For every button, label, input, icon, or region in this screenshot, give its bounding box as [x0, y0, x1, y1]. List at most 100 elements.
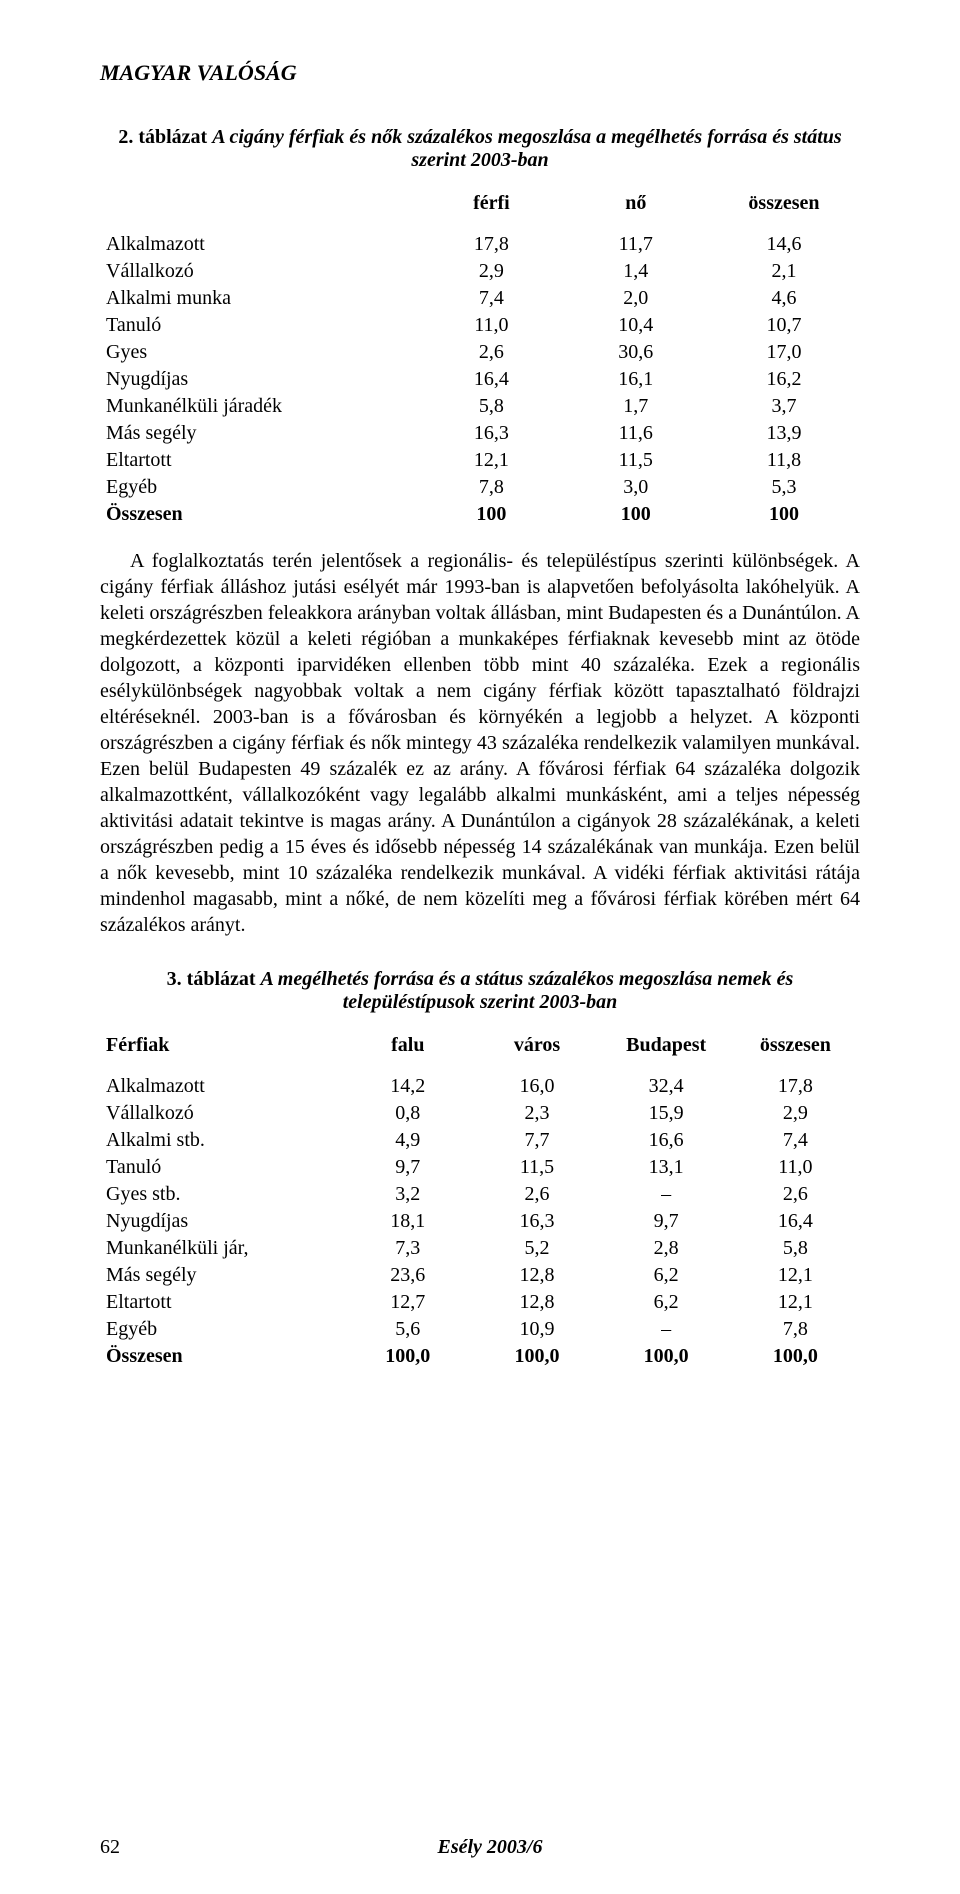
running-head: MAGYAR VALÓSÁG: [100, 60, 860, 86]
row-value: 13,1: [602, 1154, 731, 1181]
table1-head: férfi nő összesen: [100, 190, 860, 231]
total-value: 100,0: [472, 1343, 601, 1370]
table2-col-varos: város: [472, 1032, 601, 1073]
row-label: Egyéb: [100, 474, 419, 501]
row-label: Vállalkozó: [100, 1100, 343, 1127]
journal-ref: Esély 2003/6: [100, 1836, 860, 1859]
row-label: Nyugdíjas: [100, 366, 419, 393]
row-label: Eltartott: [100, 1289, 343, 1316]
row-value: 2,6: [419, 339, 563, 366]
total-value: 100,0: [731, 1343, 860, 1370]
row-value: 16,6: [602, 1127, 731, 1154]
row-value: 18,1: [343, 1208, 472, 1235]
row-value: 13,9: [708, 420, 860, 447]
row-value: 6,2: [602, 1262, 731, 1289]
row-value: 4,9: [343, 1127, 472, 1154]
row-value: 9,7: [602, 1208, 731, 1235]
table-row: Vállalkozó0,82,315,92,9: [100, 1100, 860, 1127]
table-row: Tanuló11,010,410,7: [100, 312, 860, 339]
row-value: 11,5: [564, 447, 708, 474]
row-value: 32,4: [602, 1073, 731, 1100]
row-value: 2,1: [708, 258, 860, 285]
row-value: 12,8: [472, 1262, 601, 1289]
row-value: 5,8: [731, 1235, 860, 1262]
table1-body: Alkalmazott17,811,714,6Vállalkozó2,91,42…: [100, 231, 860, 528]
table-row: Gyes stb.3,22,6–2,6: [100, 1181, 860, 1208]
row-value: 11,6: [564, 420, 708, 447]
row-label: Gyes: [100, 339, 419, 366]
row-label: Alkalmi munka: [100, 285, 419, 312]
table2-col-osszes: összesen: [731, 1032, 860, 1073]
table1-caption-title: A cigány férfiak és nők százalékos megos…: [212, 126, 841, 171]
table-row: Nyugdíjas18,116,39,716,4: [100, 1208, 860, 1235]
row-value: 16,3: [419, 420, 563, 447]
table-row: Munkanélküli járadék5,81,73,7: [100, 393, 860, 420]
row-value: 14,6: [708, 231, 860, 258]
table2-col-falu: falu: [343, 1032, 472, 1073]
table-row: Eltartott12,111,511,8: [100, 447, 860, 474]
row-value: 11,8: [708, 447, 860, 474]
table-row: Vállalkozó2,91,42,1: [100, 258, 860, 285]
table-row: Alkalmi munka7,42,04,6: [100, 285, 860, 312]
row-value: 6,2: [602, 1289, 731, 1316]
table2: Férfiak falu város Budapest összesen Alk…: [100, 1032, 860, 1370]
row-value: 7,4: [731, 1127, 860, 1154]
row-value: 12,1: [731, 1262, 860, 1289]
table2-body: Alkalmazott14,216,032,417,8Vállalkozó0,8…: [100, 1073, 860, 1370]
row-label: Más segély: [100, 420, 419, 447]
row-value: 16,2: [708, 366, 860, 393]
table-row: Más segély23,612,86,212,1: [100, 1262, 860, 1289]
total-value: 100: [564, 501, 708, 528]
row-value: 5,8: [419, 393, 563, 420]
row-value: 12,8: [472, 1289, 601, 1316]
row-value: 30,6: [564, 339, 708, 366]
row-value: 12,1: [419, 447, 563, 474]
row-value: 2,3: [472, 1100, 601, 1127]
row-value: 10,9: [472, 1316, 601, 1343]
table1-col-label: [100, 190, 419, 231]
row-value: 4,6: [708, 285, 860, 312]
table2-col-label: Férfiak: [100, 1032, 343, 1073]
table-row: Egyéb7,83,05,3: [100, 474, 860, 501]
row-label: Munkanélküli járadék: [100, 393, 419, 420]
row-value: 16,3: [472, 1208, 601, 1235]
table-row: Eltartott12,712,86,212,1: [100, 1289, 860, 1316]
row-label: Nyugdíjas: [100, 1208, 343, 1235]
row-value: 3,7: [708, 393, 860, 420]
total-value: 100: [419, 501, 563, 528]
total-value: 100,0: [343, 1343, 472, 1370]
row-value: 7,7: [472, 1127, 601, 1154]
table-total-row: Összesen100100100: [100, 501, 860, 528]
body-paragraph: A foglalkoztatás terén jelentősek a regi…: [100, 548, 860, 938]
total-label: Összesen: [100, 501, 419, 528]
total-value: 100,0: [602, 1343, 731, 1370]
row-value: 2,0: [564, 285, 708, 312]
table2-col-budapest: Budapest: [602, 1032, 731, 1073]
table1-col-ferfi: férfi: [419, 190, 563, 231]
table2-caption-number: 3. táblázat: [167, 968, 261, 990]
row-value: 5,6: [343, 1316, 472, 1343]
table1-caption-number: 2. táblázat: [118, 126, 212, 148]
table2-head: Férfiak falu város Budapest összesen: [100, 1032, 860, 1073]
row-value: 12,1: [731, 1289, 860, 1316]
row-value: 1,7: [564, 393, 708, 420]
table-row: Nyugdíjas16,416,116,2: [100, 366, 860, 393]
row-label: Alkalmi stb.: [100, 1127, 343, 1154]
row-label: Munkanélküli jár,: [100, 1235, 343, 1262]
row-value: 2,6: [472, 1181, 601, 1208]
table2-caption-title: A megélhetés forrása és a státus százalé…: [261, 968, 794, 1013]
row-value: 14,2: [343, 1073, 472, 1100]
row-value: 5,3: [708, 474, 860, 501]
table-row: Egyéb5,610,9–7,8: [100, 1316, 860, 1343]
row-label: Más segély: [100, 1262, 343, 1289]
row-value: 11,5: [472, 1154, 601, 1181]
page-number: 62: [100, 1836, 120, 1859]
page: MAGYAR VALÓSÁG 2. táblázat A cigány férf…: [0, 0, 960, 1894]
row-value: 15,9: [602, 1100, 731, 1127]
row-label: Alkalmazott: [100, 1073, 343, 1100]
table-total-row: Összesen100,0100,0100,0100,0: [100, 1343, 860, 1370]
table2-caption: 3. táblázat A megélhetés forrása és a st…: [100, 968, 860, 1014]
row-value: 10,7: [708, 312, 860, 339]
row-value: 17,8: [419, 231, 563, 258]
row-value: 5,2: [472, 1235, 601, 1262]
